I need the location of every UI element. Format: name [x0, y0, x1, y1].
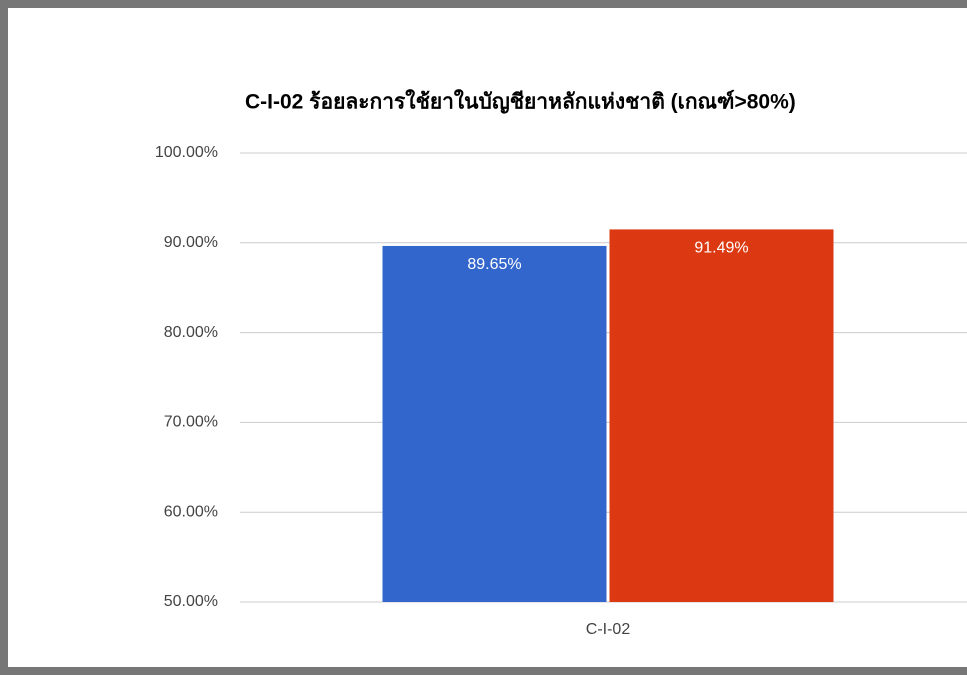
x-tick-label: C-I-02 — [586, 621, 631, 638]
y-tick-label: 80.00% — [164, 324, 218, 341]
bar — [609, 229, 834, 602]
chart-title: C-I-02 ร้อยละการใช้ยาในบัญชียาหลักแห่งชา… — [245, 89, 796, 115]
y-tick-label: 70.00% — [164, 414, 218, 431]
data-label: 89.65% — [467, 256, 521, 273]
data-label: 91.49% — [694, 240, 748, 257]
y-tick-label: 60.00% — [164, 503, 218, 520]
y-tick-label: 100.00% — [155, 144, 218, 161]
y-tick-label: 50.00% — [164, 593, 218, 610]
bar — [382, 245, 607, 602]
y-tick-label: 90.00% — [164, 234, 218, 251]
